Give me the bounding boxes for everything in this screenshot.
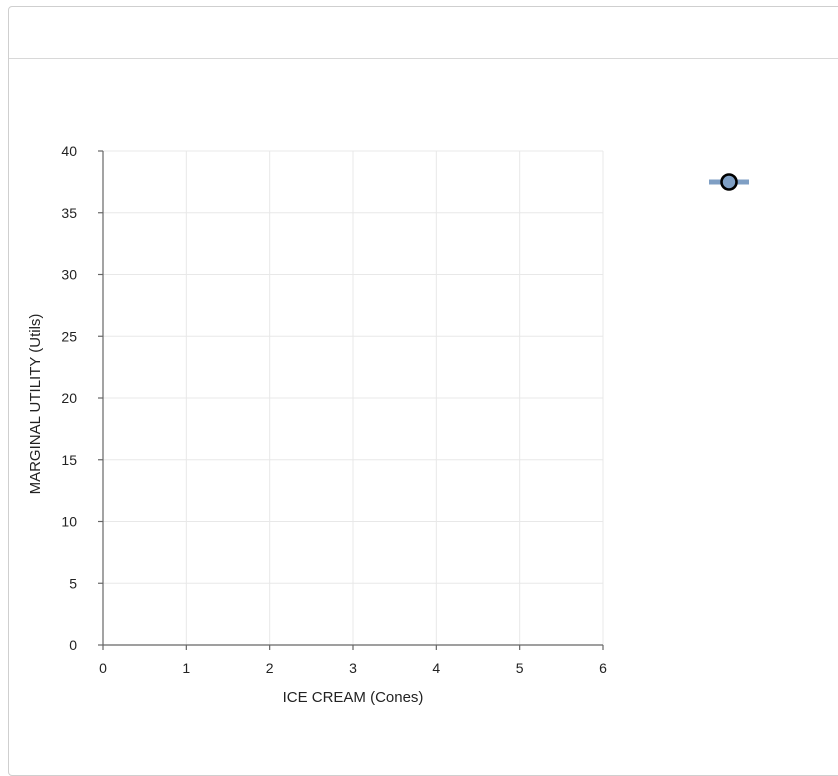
- y-tick-label: 30: [61, 267, 77, 283]
- y-tick-label: 0: [69, 637, 77, 653]
- x-tick-label: 2: [266, 660, 274, 676]
- x-tick-label: 1: [182, 660, 190, 676]
- x-tick-label: 5: [516, 660, 524, 676]
- panel-header: [9, 7, 838, 59]
- x-tick-label: 4: [432, 660, 440, 676]
- x-tick-label: 0: [99, 660, 107, 676]
- y-tick-label: 20: [61, 390, 77, 406]
- tick-labels: 0 1 2 3 4 5 6 0 5 10 15 20 25 30 35 40: [61, 143, 607, 676]
- y-tick-label: 10: [61, 514, 77, 530]
- y-tick-label: 5: [69, 575, 77, 591]
- legend-marker-tool[interactable]: [709, 173, 749, 191]
- x-tick-label: 6: [599, 660, 607, 676]
- y-axis-title: MARGINAL UTILITY (Utils): [27, 314, 44, 495]
- y-tick-label: 15: [61, 452, 77, 468]
- axes: [98, 150, 604, 650]
- x-axis-title: ICE CREAM (Cones): [283, 689, 424, 706]
- circle-marker-icon[interactable]: [720, 173, 738, 191]
- y-tick-label: 35: [61, 205, 77, 221]
- y-tick-label: 25: [61, 328, 77, 344]
- y-tick-label: 40: [61, 143, 77, 159]
- grid: [103, 150, 604, 645]
- graph-panel: [8, 6, 838, 776]
- x-tick-label: 3: [349, 660, 357, 676]
